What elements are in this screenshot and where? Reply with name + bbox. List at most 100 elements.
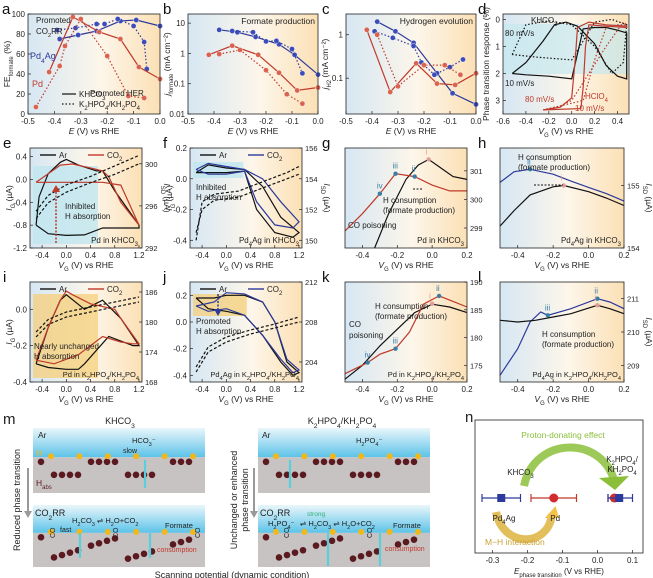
x-tick-label: 0.4 <box>245 251 257 260</box>
x-tick-label: -0.4 <box>195 251 209 260</box>
x-tick-label: -0.3 <box>391 117 405 126</box>
h-abs-dot <box>37 458 45 466</box>
x-tick-label: 1.2 <box>133 251 145 260</box>
data-point-c <box>363 26 370 33</box>
side-label-right-2: phase transition <box>240 468 250 532</box>
h-abs-dot <box>74 471 82 479</box>
panel-n: n Proton-donating effect KHCO3 K2HPO4/KH2PO… <box>465 409 644 578</box>
y2-tick-label: 180 <box>470 334 483 343</box>
h-ads-dot <box>104 453 111 460</box>
y-axis-label: Phase transition response (%) <box>481 7 491 121</box>
h-abs-dot <box>283 551 291 559</box>
x-axis-label: VG (V) vs RHE <box>58 394 113 405</box>
marker-point-iii <box>545 313 551 318</box>
data-point-a <box>141 95 147 101</box>
y2-tick-label: 155 <box>627 182 640 191</box>
data-point-b <box>252 34 259 40</box>
marker-point-ii <box>436 293 442 299</box>
y-tick-label: 1 <box>496 42 501 51</box>
h-ads-dot <box>415 528 421 535</box>
y-tick-label: 0.1 <box>332 74 344 83</box>
x-tick-label: 0.2 <box>618 251 630 260</box>
h-ads-dot <box>273 453 279 460</box>
svg-text:CO2RR: CO2RR <box>260 508 291 522</box>
panel-label-d: d <box>478 1 486 18</box>
h-abs-dot <box>349 555 357 562</box>
x-tick-label: 0.0 <box>61 251 73 260</box>
y-tick-label: -0.8 <box>13 221 27 230</box>
x-tick-label: 1.2 <box>293 385 305 394</box>
h-abs-dot <box>299 471 307 479</box>
svg-text:80 mV/s: 80 mV/s <box>525 95 554 104</box>
data-point-b <box>216 27 222 33</box>
bottom-caption: Scanning potential (dynamic condition) <box>155 570 310 578</box>
x-tick-label: 0.4 <box>85 251 97 260</box>
data-point-a <box>101 21 108 27</box>
h-abs-dot <box>148 471 156 479</box>
y-tick-label: 0.2 <box>176 291 188 300</box>
h-abs-dot <box>291 471 299 479</box>
svg-text:K2HPO4/: K2HPO4/ <box>606 455 638 467</box>
h-abs-dot <box>349 471 357 479</box>
h-abs-dot <box>95 539 103 547</box>
svg-text:Pd in KHCO3: Pd in KHCO3 <box>91 236 139 248</box>
svg-text:Pd in KHCO3: Pd in KHCO3 <box>417 236 465 248</box>
y2-tick-label: 209 <box>627 361 640 370</box>
h-abs-dot <box>111 458 119 466</box>
x-tick-label: -0.2 <box>521 556 535 565</box>
data-point-b <box>263 67 269 73</box>
y2-tick-label: 156 <box>305 144 318 153</box>
series-line-k-1 <box>344 295 468 375</box>
svg-text:HClO4: HClO4 <box>585 92 609 104</box>
point-label: iv <box>377 182 383 191</box>
y-tick-label: 0.1 <box>174 80 186 89</box>
x-tick-label: 0.0 <box>61 385 73 394</box>
h-abs-dot <box>394 458 402 466</box>
svg-text:Inhibited: Inhibited <box>65 202 95 211</box>
series-line-b-2 <box>208 45 319 92</box>
y-tick-label: 80 <box>16 30 25 39</box>
y2-tick-label: 186 <box>145 288 158 297</box>
x-tick-label: -0.2 <box>546 385 560 394</box>
y2-tick-label: 175 <box>470 361 483 370</box>
y-tick-label: 10 <box>176 19 185 28</box>
series-line-g-1 <box>344 173 467 232</box>
svg-text:KHCO3: KHCO3 <box>531 16 558 28</box>
data-point-a <box>96 29 103 35</box>
data-point-c <box>460 56 466 63</box>
panel-label-a: a <box>2 1 11 18</box>
y2-tick-label: 210 <box>627 328 640 337</box>
y2-tick-label: 168 <box>145 378 158 387</box>
y2-tick-label: 190 <box>470 278 483 287</box>
h-ads-dot <box>190 453 196 460</box>
x-tick-label: -0.5 <box>21 117 35 126</box>
svg-text:H consumption: H consumption <box>518 153 571 162</box>
h-abs-dot <box>365 471 373 479</box>
h-ads-dot <box>273 528 279 535</box>
data-point-c <box>374 18 381 25</box>
y-tick-label: -1.2 <box>13 244 27 253</box>
x-axis-label: E (V) vs RHE <box>228 126 279 136</box>
panel-i: -0.4 0.0 0.4 0.8 1.2 VG (V) vs RHE -0.4 -0.2 0.0… <box>4 281 158 405</box>
data-point-a <box>56 63 63 69</box>
y-tick-label: -0.2 <box>173 345 187 354</box>
series-line-j-2 <box>195 316 300 368</box>
y-tick-label: 0.4 <box>16 153 28 162</box>
data-point-b <box>237 47 243 53</box>
figure-charts: -0.5 -0.4 -0.3 -0.2 -0.1 0.0E (V) vs RHE02040… <box>2 1 653 405</box>
point-label: ii <box>594 287 598 296</box>
y2-tick-label: 154 <box>627 244 640 253</box>
h-abs-dot <box>124 555 132 562</box>
svg-text:Pd in K2HPO4/KH2PO4: Pd in K2HPO4/KH2PO4 <box>63 370 139 382</box>
panel-label-g: g <box>322 135 330 152</box>
x-tick-label: 0.2 <box>461 251 473 260</box>
y2-axis-label: ISD (µA) <box>319 183 332 212</box>
data-point-c <box>392 28 399 35</box>
schematic-m: m KHCO3 K2HPO4/KH2PO4 Reduced phase transit… <box>3 411 430 578</box>
x-tick-label: -0.4 <box>195 385 209 394</box>
data-point-b <box>283 91 290 98</box>
annotation: Promoted <box>36 16 71 25</box>
series-line-c-0 <box>376 21 477 105</box>
h-abs-dot <box>37 533 45 541</box>
